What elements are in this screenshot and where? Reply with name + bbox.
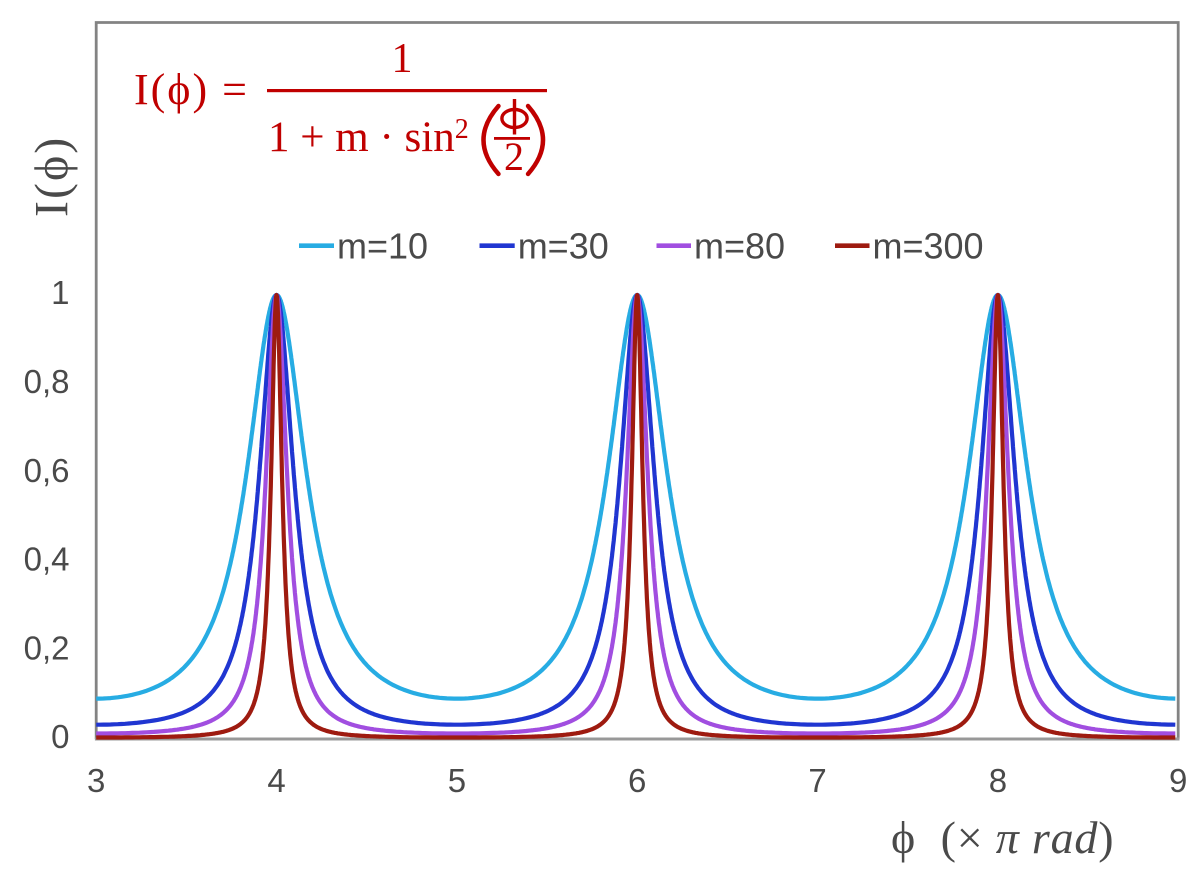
svg-text:I(ϕ) =: I(ϕ) = (134, 65, 249, 114)
svg-text:I(ϕ): I(ϕ) (26, 136, 79, 217)
svg-text:0,2: 0,2 (24, 629, 70, 666)
svg-text:4: 4 (267, 762, 285, 799)
svg-text:0,6: 0,6 (24, 452, 70, 489)
svg-text:1 + m · sin2: 1 + m · sin2 (268, 114, 469, 161)
svg-text:0,8: 0,8 (24, 363, 70, 400)
svg-text:9: 9 (1169, 762, 1187, 799)
svg-text:1: 1 (392, 36, 413, 82)
svg-text:7: 7 (808, 762, 826, 799)
svg-text:0,4: 0,4 (24, 541, 70, 578)
svg-text:m=10: m=10 (337, 226, 428, 267)
svg-text:ϕ (× π rad): ϕ (× π rad) (891, 812, 1114, 863)
svg-text:1: 1 (51, 274, 69, 311)
svg-text:2: 2 (504, 134, 524, 179)
svg-text:0: 0 (51, 718, 69, 755)
svg-text:m=30: m=30 (518, 226, 609, 267)
svg-text:3: 3 (87, 762, 105, 799)
svg-text:6: 6 (628, 762, 646, 799)
svg-text:m=300: m=300 (873, 226, 984, 267)
svg-text:m=80: m=80 (694, 226, 785, 267)
svg-text:5: 5 (448, 762, 466, 799)
svg-text:8: 8 (989, 762, 1007, 799)
